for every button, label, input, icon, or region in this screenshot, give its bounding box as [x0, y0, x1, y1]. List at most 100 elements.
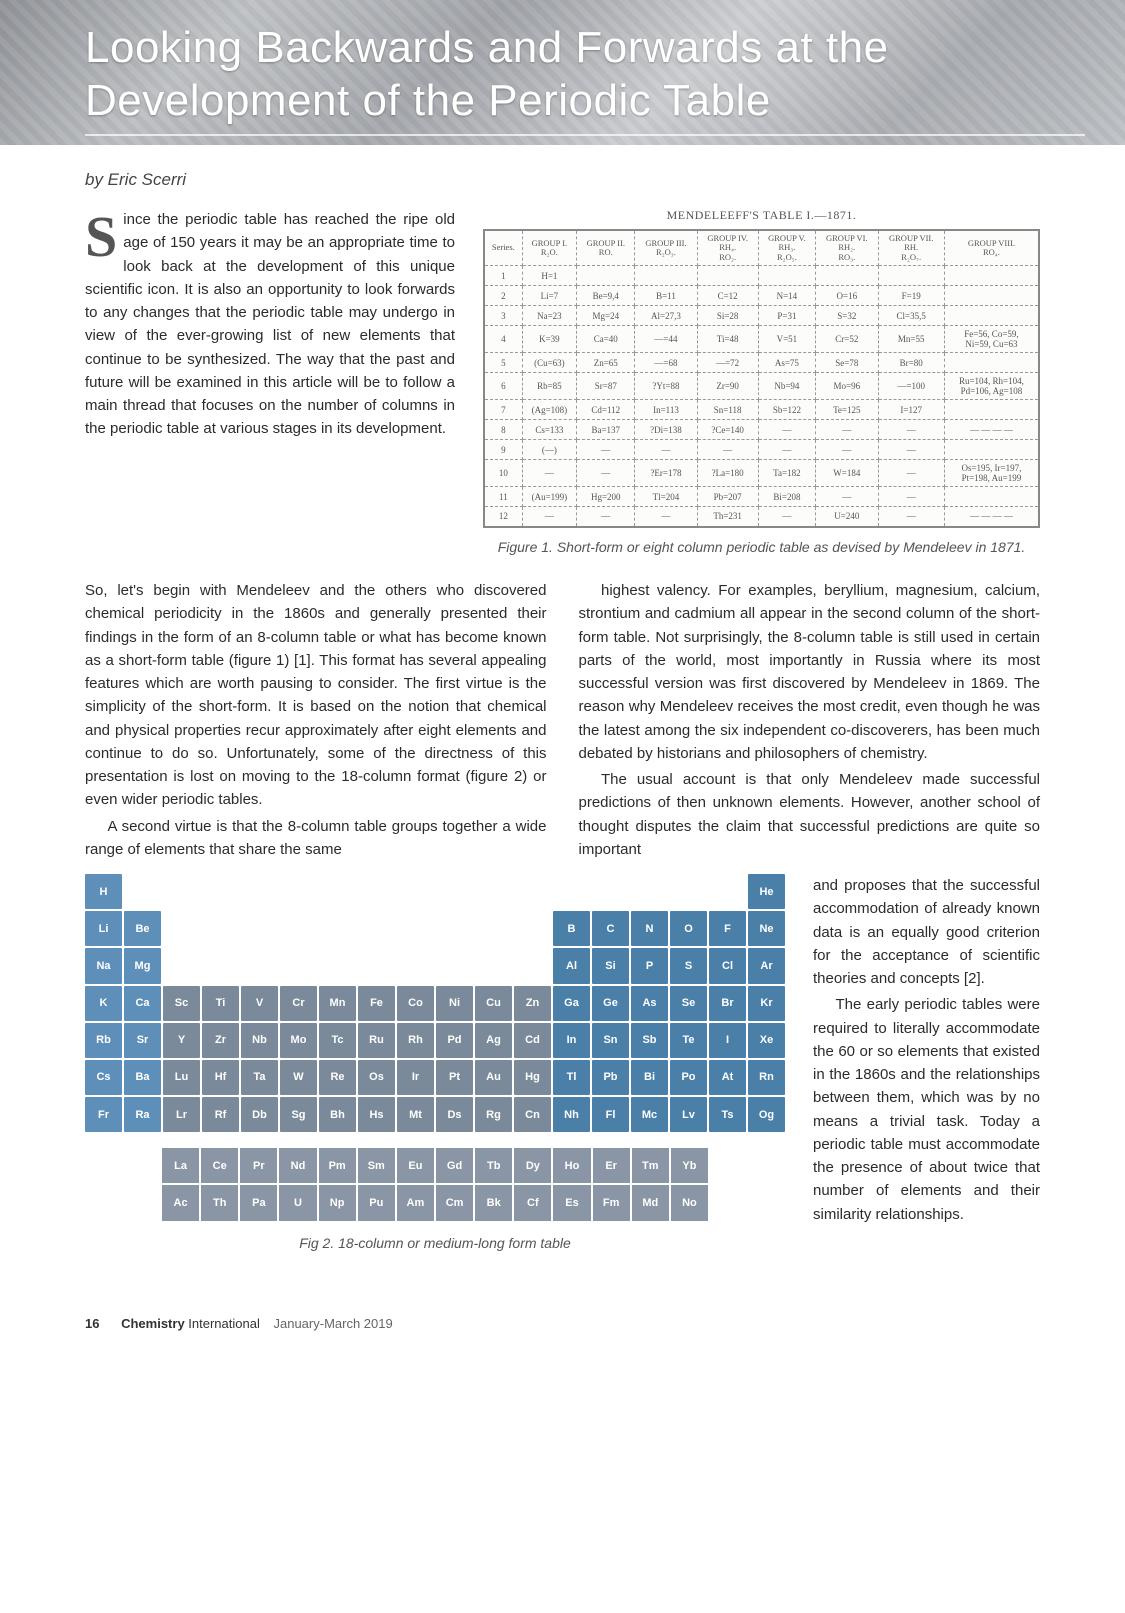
- pt-element: B: [553, 911, 590, 946]
- mendeleev-cell: [944, 353, 1039, 373]
- pt-element: Pt: [436, 1060, 473, 1095]
- pt-f-element: Pm: [319, 1148, 356, 1183]
- pt-element: Db: [241, 1097, 278, 1132]
- pt-element: Ra: [124, 1097, 161, 1132]
- fig1-caption: Figure 1. Short-form or eight column per…: [483, 538, 1040, 558]
- pt-f-element: La: [162, 1148, 199, 1183]
- mendeleev-cell: —: [522, 460, 576, 487]
- pt-element: Be: [124, 911, 161, 946]
- pt-empty: [280, 911, 317, 946]
- pt-element: Se: [670, 986, 707, 1021]
- mendeleev-cell: K=39: [522, 326, 576, 353]
- pt-element: Cr: [280, 986, 317, 1021]
- pt-element: Lu: [163, 1060, 200, 1095]
- mendeleev-cell: N=14: [758, 286, 815, 306]
- pt-element: Rb: [85, 1023, 122, 1058]
- pt-element: Li: [85, 911, 122, 946]
- mendeleev-cell: 6: [484, 373, 522, 400]
- mendeleev-cell: Ta=182: [758, 460, 815, 487]
- mendeleev-cell: —: [577, 507, 635, 527]
- pt-f-element: Nd: [279, 1148, 316, 1183]
- pt-empty: [319, 948, 356, 983]
- figure-2: HHeLiBeBCNOFNeNaMgAlSiPSClArKCaScTiVCrMn…: [85, 874, 785, 1251]
- mendeleev-cell: Al=27,3: [635, 306, 697, 326]
- periodic-table-fblock: LaCePrNdPmSmEuGdTbDyHoErTmYbAcThPaUNpPuA…: [162, 1148, 708, 1221]
- mendeleev-cell: ?Di=138: [635, 420, 697, 440]
- pt-element: Rh: [397, 1023, 434, 1058]
- issue-date: January-March 2019: [273, 1316, 392, 1331]
- pt-empty: [397, 874, 434, 909]
- mendeleev-cell: —: [577, 440, 635, 460]
- pt-element: Mc: [631, 1097, 668, 1132]
- pt-element: Pb: [592, 1060, 629, 1095]
- pt-element: F: [709, 911, 746, 946]
- mendeleev-cell: [577, 266, 635, 286]
- mendeleev-cell: O=16: [816, 286, 879, 306]
- side-p1: and proposes that the successful accommo…: [813, 874, 1040, 990]
- title-wrap: Looking Backwards and Forwards at the De…: [85, 22, 1085, 136]
- pt-element: Ti: [202, 986, 239, 1021]
- pt-empty: [202, 874, 239, 909]
- article-title: Looking Backwards and Forwards at the De…: [85, 22, 1085, 128]
- pt-f-element: Eu: [397, 1148, 434, 1183]
- mendeleev-cell: Ti=48: [697, 326, 758, 353]
- mendeleev-cell: Bi=208: [758, 487, 815, 507]
- pt-element: Al: [553, 948, 590, 983]
- pt-element: Lv: [670, 1097, 707, 1132]
- mendeleev-cell: —=44: [635, 326, 697, 353]
- pt-element: Ds: [436, 1097, 473, 1132]
- pt-element: Ru: [358, 1023, 395, 1058]
- mendeleev-cell: Te=125: [816, 400, 879, 420]
- pt-element: S: [670, 948, 707, 983]
- pt-element: Hs: [358, 1097, 395, 1132]
- mendeleev-cell: F=19: [878, 286, 944, 306]
- pt-empty: [475, 911, 512, 946]
- mendeleev-cell: Nb=94: [758, 373, 815, 400]
- figure-1: MENDELEEFF'S TABLE I.—1871. Series.GROUP…: [483, 208, 1040, 557]
- body-p1: So, let's begin with Mendeleev and the o…: [85, 579, 547, 812]
- pt-element: Ir: [397, 1060, 434, 1095]
- pt-element: Ar: [748, 948, 785, 983]
- pt-element: Rn: [748, 1060, 785, 1095]
- mendeleev-cell: ?La=180: [697, 460, 758, 487]
- mendeleev-cell: [758, 266, 815, 286]
- pt-element: Cs: [85, 1060, 122, 1095]
- mendeleev-cell: Ru=104, Rh=104,Pd=106, Ag=108: [944, 373, 1039, 400]
- pt-empty: [241, 911, 278, 946]
- pt-empty: [475, 874, 512, 909]
- mendeleev-cell: Br=80: [878, 353, 944, 373]
- mendeleev-cell: [635, 266, 697, 286]
- mendeleev-cell: —: [697, 440, 758, 460]
- mendeleev-cell: Sr=87: [577, 373, 635, 400]
- pt-element: As: [631, 986, 668, 1021]
- mendeleev-cell: (Ag=108): [522, 400, 576, 420]
- body-p3: highest valency. For examples, beryllium…: [579, 579, 1041, 765]
- pt-f-element: Yb: [671, 1148, 708, 1183]
- mendeleev-cell: (Cu=63): [522, 353, 576, 373]
- body-p4: The usual account is that only Mendeleev…: [579, 768, 1041, 861]
- pt-element: Xe: [748, 1023, 785, 1058]
- pt-element: Ag: [475, 1023, 512, 1058]
- mendeleev-cell: —: [816, 487, 879, 507]
- mendeleev-cell: ?Yt=88: [635, 373, 697, 400]
- pt-element: Fr: [85, 1097, 122, 1132]
- pt-empty: [475, 948, 512, 983]
- pt-element: Ts: [709, 1097, 746, 1132]
- pt-empty: [631, 874, 668, 909]
- pt-f-element: Np: [319, 1185, 356, 1220]
- intro-row: S ince the periodic table has reached th…: [85, 208, 1040, 557]
- pt-f-element: No: [671, 1185, 708, 1220]
- pt-element: In: [553, 1023, 590, 1058]
- pt-element: P: [631, 948, 668, 983]
- pt-empty: [202, 911, 239, 946]
- mendeleev-cell: [944, 400, 1039, 420]
- mendeleev-cell: I=127: [878, 400, 944, 420]
- pt-empty: [241, 948, 278, 983]
- title-underline: [85, 134, 1085, 136]
- pt-empty: [436, 874, 473, 909]
- pt-element: Br: [709, 986, 746, 1021]
- mendeleev-cell: B=11: [635, 286, 697, 306]
- pt-element: Cn: [514, 1097, 551, 1132]
- mendeleev-header: GROUP VIII.RO₄.: [944, 230, 1039, 266]
- pt-element: Lr: [163, 1097, 200, 1132]
